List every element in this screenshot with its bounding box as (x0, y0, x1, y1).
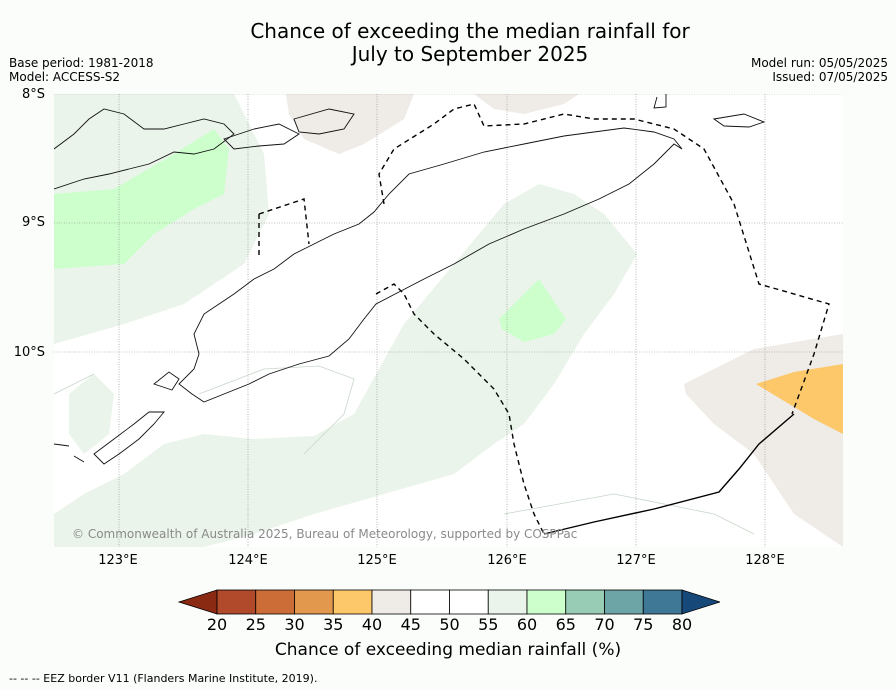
colorbar-tick-label: 80 (671, 615, 693, 634)
colorbar-tick-label: 65 (555, 615, 576, 634)
alor-coast (223, 123, 300, 150)
colorbar-cell (449, 589, 489, 615)
lon-label-128e: 128°E (745, 553, 785, 568)
region-60-65-center (499, 279, 566, 342)
colorbar-title: Chance of exceeding median rainfall (%) (274, 640, 622, 660)
colorbar-tick-label: 70 (594, 615, 615, 634)
colorbar-cell (604, 589, 644, 615)
model-name: Model: ACCESS-S2 (9, 70, 121, 84)
map-panel: © Commonwealth of Australia 2025, Bureau… (54, 94, 843, 547)
lon-label-126e: 126°E (487, 553, 527, 568)
map-title: Chance of exceeding the median rainfall … (170, 20, 770, 66)
colorbar (178, 589, 720, 615)
region-55-60-southwest (54, 184, 637, 547)
metadata-left: Base period: 1981-2018 Model: ACCESS-S2 (9, 56, 154, 84)
colorbar-extension-low (178, 589, 218, 615)
southwest-coast (54, 443, 85, 463)
colorbar-cell (371, 589, 412, 615)
colorbar-tick-label: 45 (400, 615, 421, 634)
colorbar-cell (526, 589, 567, 615)
colorbar-tick-label: 35 (323, 615, 344, 634)
colorbar-cell (410, 589, 450, 615)
colorbar-tick-label: 50 (439, 615, 460, 634)
wetar-coast (293, 108, 355, 135)
region-40-45-northeast (474, 94, 579, 114)
colorbar-cell (332, 589, 373, 615)
colorbar-cell (642, 589, 683, 615)
colorbar-cell (294, 589, 334, 615)
colorbar-tick-label: 60 (516, 615, 538, 634)
issued-date: Issued: 07/05/2025 (772, 70, 888, 84)
copyright-notice: © Commonwealth of Australia 2025, Bureau… (72, 527, 577, 541)
base-period: Base period: 1981-2018 (9, 56, 154, 70)
eez-border (258, 103, 830, 535)
colorbar-tick-label: 55 (478, 615, 499, 634)
lon-label-124e: 124°E (228, 553, 268, 568)
colorbar-tick-label: 20 (206, 615, 228, 634)
lat-label-10s: 10°S (13, 345, 45, 360)
map-svg: © Commonwealth of Australia 2025, Bureau… (54, 94, 843, 547)
metadata-right: Model run: 05/05/2025 Issued: 07/05/2025 (751, 56, 888, 84)
lon-label-123e: 123°E (98, 553, 138, 568)
graticule (54, 94, 843, 547)
lon-label-125e: 125°E (357, 553, 397, 568)
lat-label-8s: 8°S (21, 87, 45, 102)
probability-contours (54, 365, 755, 535)
title-line-2: July to September 2025 (351, 42, 589, 66)
timor-island-coast (178, 127, 683, 403)
eez-footnote: -- -- -- EEZ border V11 (Flanders Marine… (9, 672, 318, 685)
model-run: Model run: 05/05/2025 (750, 56, 888, 70)
region-55-60-tiny (69, 374, 114, 454)
colorbar-cell (255, 589, 295, 615)
colorbar-tick-label: 30 (284, 615, 305, 634)
north-islands-coast (653, 94, 766, 128)
rote-coast (93, 411, 165, 465)
title-line-1: Chance of exceeding the median rainfall … (250, 19, 690, 43)
coastlines (54, 94, 766, 465)
savu-coast (153, 371, 180, 391)
flores-coast (54, 108, 235, 190)
colorbar-cell (487, 589, 528, 615)
colorbar-cell (565, 589, 605, 615)
lon-label-127e: 127°E (616, 553, 656, 568)
lat-label-9s: 9°S (21, 215, 45, 230)
region-40-45-north (286, 94, 414, 154)
region-60-65-west (54, 129, 229, 269)
colorbar-cell (216, 589, 257, 615)
colorbar-tick-label: 40 (361, 615, 383, 634)
colorbar-tick-label: 25 (245, 615, 266, 634)
colorbar-extension-high (681, 589, 720, 615)
region-35-40-southeast (756, 364, 843, 434)
colorbar-tick-label: 75 (633, 615, 654, 634)
